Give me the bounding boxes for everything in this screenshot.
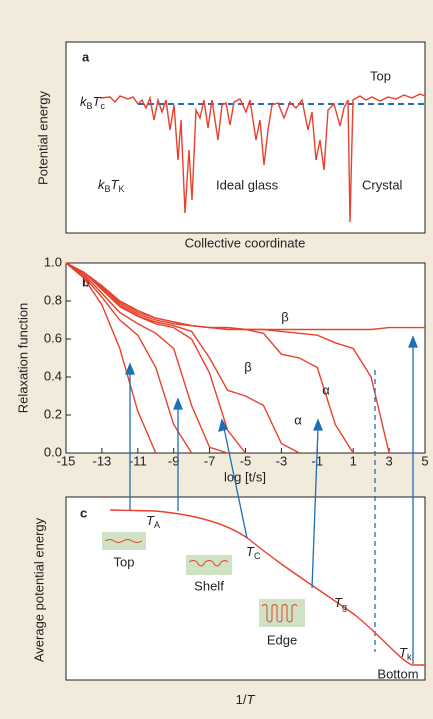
page: {"panel_a": {"label": "a", "top": "Top",… — [0, 0, 433, 719]
x-tick-label: -11 — [129, 453, 147, 468]
figure: a Top kBTc kBTK Ideal glass Crystal Pote… — [0, 0, 433, 719]
panel-label: a — [82, 49, 90, 64]
x-tick-label: 3 — [385, 453, 392, 468]
y-tick-label: 0.6 — [44, 330, 62, 345]
top-label: Top — [370, 68, 391, 83]
y-axis-label: Average potential energy — [31, 517, 46, 662]
sub: K — [118, 184, 124, 194]
x-tick-label: -13 — [93, 453, 112, 468]
x-tick-label: -7 — [204, 453, 216, 468]
t: T — [246, 692, 255, 707]
one-over: 1/ — [236, 692, 247, 707]
sub: A — [154, 520, 160, 530]
shelf-label: Shelf — [194, 578, 224, 593]
top-label: Top — [114, 554, 135, 569]
sub: k — [407, 652, 412, 662]
y-axis-label: Potential energy — [35, 91, 50, 185]
x-axis-label: log [t/s] — [224, 469, 266, 484]
y-tick-label: 1.0 — [44, 254, 62, 269]
x-axis-label: Collective coordinate — [185, 235, 306, 250]
annotation: β — [281, 309, 288, 324]
shelf-inset — [185, 554, 233, 576]
annotation: α — [294, 412, 302, 427]
edge-label: Edge — [267, 632, 297, 647]
panel-c-frame — [66, 497, 425, 680]
y-tick-label: 0.2 — [44, 406, 62, 421]
x-tick-label: -3 — [276, 453, 288, 468]
bottom-label: Bottom — [377, 666, 418, 681]
y-axis-label: Relaxation function — [15, 303, 30, 414]
annotation: β — [244, 359, 251, 374]
y-tick-label: 0.8 — [44, 292, 62, 307]
annotation: α — [322, 382, 330, 397]
sub: g — [342, 602, 347, 612]
sub: C — [254, 551, 261, 561]
sub: c — [100, 101, 105, 111]
y-tick-label: 0.4 — [44, 368, 62, 383]
x-tick-label: -5 — [240, 453, 252, 468]
ideal-glass-label: Ideal glass — [216, 177, 279, 192]
crystal-label: Crystal — [362, 177, 403, 192]
panel-label: c — [80, 505, 87, 520]
panel-b-frame — [66, 263, 425, 453]
x-tick-label: 1 — [350, 453, 357, 468]
x-axis-label: 1/T — [236, 692, 256, 707]
x-tick-label: -15 — [57, 453, 76, 468]
x-tick-label: 5 — [421, 453, 428, 468]
